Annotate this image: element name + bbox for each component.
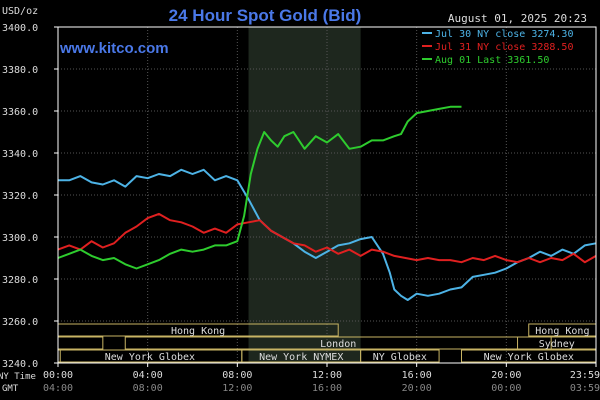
x-tick-label-gmt: 03:59 bbox=[570, 383, 600, 394]
y-tick-label: 3300.0 bbox=[2, 233, 38, 244]
x-tick-label-ny: 04:00 bbox=[133, 370, 163, 381]
legend-label-jul30: Jul 30 NY close 3274.30 bbox=[435, 29, 573, 40]
series-layer bbox=[57, 105, 597, 301]
legend-label-jul31: Jul 31 NY close 3288.50 bbox=[435, 42, 573, 53]
session-ny-globex-label: New York Globex bbox=[105, 352, 195, 363]
site-watermark: www.kitco.com bbox=[59, 40, 169, 57]
x-tick-label-gmt: 08:00 bbox=[133, 383, 163, 394]
x-tick-label-gmt: 16:00 bbox=[312, 383, 342, 394]
chart-title: 24 Hour Spot Gold (Bid) bbox=[169, 6, 362, 25]
x-tick-label-gmt: 20:00 bbox=[402, 383, 432, 394]
ny-time-label: NY Time bbox=[0, 372, 36, 382]
legend-label-aug01: Aug 01 Last 3361.50 bbox=[435, 55, 549, 66]
session-ny-nymex-label: New York NYMEX bbox=[259, 352, 343, 363]
session-hong-kong-label: Hong Kong bbox=[171, 326, 225, 337]
plot-frame bbox=[57, 26, 597, 364]
units-label: USD/oz bbox=[2, 6, 38, 17]
x-tick-label-ny: 23:59 bbox=[570, 370, 600, 381]
session-ny-globex-right-label: New York Globex bbox=[484, 352, 574, 363]
legend: Jul 30 NY close 3274.30 Jul 31 NY close … bbox=[422, 29, 573, 66]
session-london-label: London bbox=[320, 339, 356, 350]
y-tick-label: 3320.0 bbox=[2, 191, 38, 202]
session-sydney-label: Sydney bbox=[539, 339, 575, 350]
y-axis-ticks: 3400.0 3380.0 3360.0 3340.0 3320.0 3300.0 3280… bbox=[2, 23, 58, 370]
y-tick-label: 3400.0 bbox=[2, 23, 38, 34]
gmt-label: GMT bbox=[2, 384, 19, 394]
session-london-box bbox=[124, 336, 552, 350]
session-ny-globex-short-label: NY Globex bbox=[373, 352, 427, 363]
session-hong-kong-right-label: Hong Kong bbox=[535, 326, 589, 337]
x-tick-label-ny: 00:00 bbox=[43, 370, 73, 381]
y-tick-label: 3380.0 bbox=[2, 65, 38, 76]
grid-lines bbox=[58, 27, 596, 363]
y-tick-label: 3240.0 bbox=[2, 359, 38, 370]
x-tick-label-ny: 16:00 bbox=[402, 370, 432, 381]
x-tick-label-ny: 12:00 bbox=[312, 370, 342, 381]
x-axis-ticks: 00:00 04:00 04:00 08:00 08:00 12:00 12:00 16:00… bbox=[43, 363, 600, 394]
x-tick-label-gmt: 12:00 bbox=[222, 383, 252, 394]
session-ny-globex-short-box bbox=[360, 349, 440, 363]
series-line-2 bbox=[57, 105, 462, 270]
series-line-0 bbox=[58, 168, 597, 301]
x-tick-label-ny: 20:00 bbox=[491, 370, 521, 381]
series-line-1 bbox=[57, 212, 597, 264]
datetime-label: August 01, 2025 20:23 bbox=[448, 12, 587, 25]
y-tick-label: 3260.0 bbox=[2, 317, 38, 328]
y-tick-label: 3360.0 bbox=[2, 107, 38, 118]
x-tick-label-ny: 08:00 bbox=[222, 370, 252, 381]
y-tick-label: 3280.0 bbox=[2, 275, 38, 286]
x-tick-label-gmt: 00:00 bbox=[491, 383, 521, 394]
y-tick-label: 3340.0 bbox=[2, 149, 38, 160]
x-tick-label-gmt: 04:00 bbox=[43, 383, 73, 394]
